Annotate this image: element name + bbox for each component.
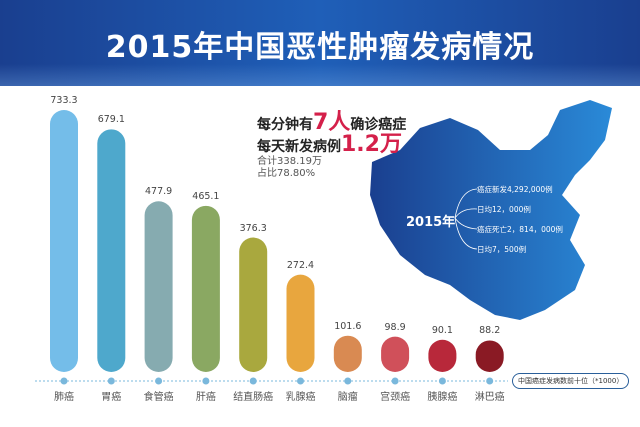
category-label: 食管癌 — [143, 392, 174, 403]
bar — [239, 237, 268, 372]
axis-dot — [438, 377, 446, 385]
bar — [191, 205, 220, 372]
bar — [97, 129, 126, 372]
value-label: 101.6 — [334, 320, 362, 332]
axis-dot — [60, 377, 68, 385]
bar — [333, 335, 362, 372]
axis-dot — [344, 377, 352, 385]
value-label: 88.2 — [479, 325, 501, 337]
value-label: 477.9 — [144, 186, 173, 198]
category-label: 乳腺癌 — [285, 392, 316, 403]
bar — [50, 110, 78, 372]
bar — [428, 339, 457, 372]
map-item-daily-deaths: 日均7，500例 — [477, 245, 527, 254]
value-label: 98.9 — [384, 321, 406, 333]
value-label: 376.3 — [239, 222, 267, 234]
axis-dot — [391, 377, 399, 385]
axis-dot — [107, 377, 115, 385]
bar — [144, 201, 173, 372]
value-label: 272.4 — [286, 259, 315, 271]
map-year: 2015年 — [406, 215, 456, 230]
category-label: 胃癌 — [101, 392, 122, 403]
stat-share: 占比78.80% — [257, 168, 316, 179]
bar — [475, 340, 504, 372]
category-label: 结直肠癌 — [233, 392, 274, 403]
value-label: 679.1 — [97, 114, 125, 126]
bar — [286, 274, 315, 372]
map-item-new-cases: 癌症新发4,292,000例 — [477, 185, 553, 194]
map-item-deaths: 癌症死亡2，814，000例 — [477, 225, 563, 234]
axis-dot — [297, 377, 304, 385]
axis-dot — [486, 377, 494, 385]
stat-per-day: 每天新发病例1.2万 — [257, 132, 402, 157]
category-label: 宫颈癌 — [380, 392, 411, 403]
axis-dot — [155, 377, 163, 385]
category-label: 淋巴癌 — [474, 392, 505, 403]
page-title: 2015年中国恶性肿瘤发病情况 — [105, 30, 535, 65]
map-connectors — [454, 188, 478, 250]
axis-dot — [202, 377, 210, 385]
value-label: 465.1 — [192, 190, 220, 202]
map-item-daily-new: 日均12，000例 — [477, 205, 531, 214]
category-label: 胰腺癌 — [427, 392, 458, 403]
axis-dot — [249, 377, 257, 385]
stat-per-minute: 每分钟有7人确诊癌症 — [257, 110, 407, 135]
header-banner — [0, 0, 640, 86]
value-label: 733.3 — [50, 95, 78, 106]
category-label: 肺癌 — [54, 392, 74, 403]
chart-note: 中国癌症发病数前十位（*1000） — [512, 373, 630, 389]
china-map — [370, 100, 612, 320]
value-label: 90.1 — [431, 324, 453, 336]
bar — [381, 336, 410, 372]
stat-total: 合计338.19万 — [257, 156, 322, 167]
category-label: 脑瘤 — [337, 392, 358, 403]
category-label: 肝癌 — [195, 392, 216, 403]
